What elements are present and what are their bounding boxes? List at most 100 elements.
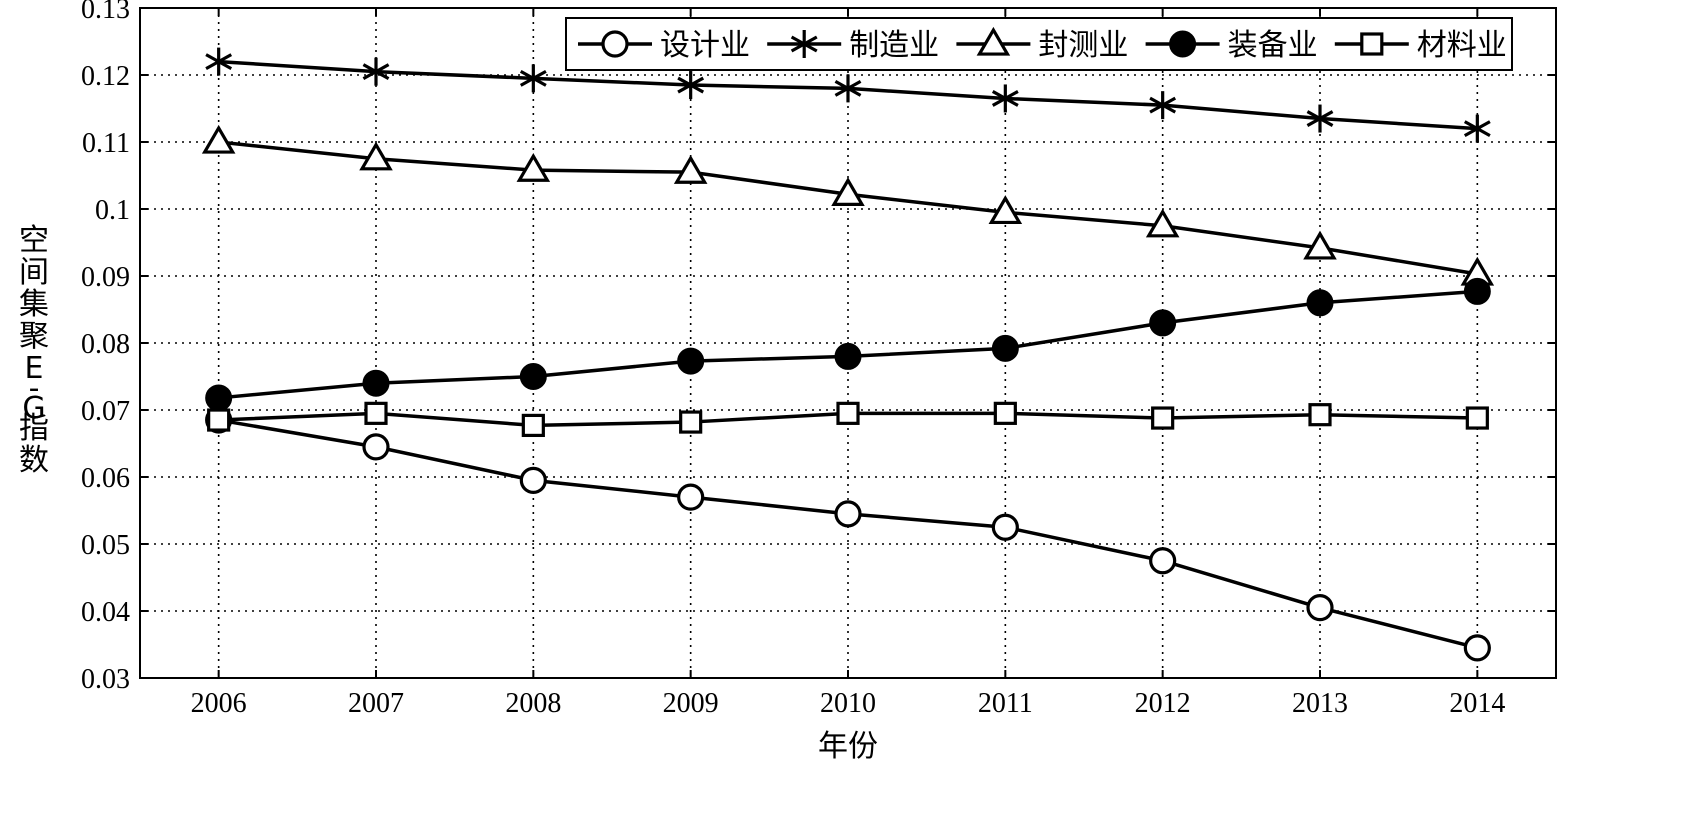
y-tick-label: 0.09: [81, 262, 130, 293]
marker-triangle: [201, 124, 236, 154]
x-tick-label: 2007: [348, 688, 404, 719]
data-point: [988, 195, 1023, 225]
marker-dot: [362, 369, 390, 397]
legend-label: 设计业: [660, 28, 750, 63]
marker-square: [207, 408, 231, 432]
x-tick-label: 2014: [1449, 688, 1505, 719]
data-point: [601, 30, 629, 58]
y-axis-title-char: 空: [19, 223, 49, 258]
marker-square: [521, 413, 545, 438]
data-point: [519, 466, 547, 494]
marker-triangle: [359, 141, 393, 171]
marker-circle: [677, 483, 705, 511]
y-axis-title-char: 集: [19, 287, 49, 322]
legend-label: 材料业: [1417, 28, 1507, 63]
data-point: [1149, 547, 1177, 575]
y-tick-label: 0.12: [81, 61, 130, 92]
marker-circle: [1306, 594, 1334, 622]
legend-label: 装备业: [1228, 28, 1318, 63]
data-point: [1463, 634, 1491, 662]
legend-item: 设计业: [578, 28, 750, 63]
data-point: [1169, 30, 1197, 58]
x-tick-label: 2009: [663, 688, 719, 719]
data-point: [834, 500, 862, 528]
marker-dot: [519, 363, 547, 390]
marker-triangle: [976, 26, 1011, 56]
y-axis-title-char: E: [25, 351, 44, 386]
data-point: [976, 26, 1011, 56]
marker-dot: [1463, 277, 1491, 305]
data-point: [679, 410, 703, 434]
y-tick-label: 0.05: [81, 530, 130, 561]
data-point: [991, 513, 1019, 541]
legend-item: 制造业: [767, 28, 939, 63]
marker-circle: [601, 30, 629, 58]
marker-stroke: [790, 35, 818, 53]
marker-stroke: [1306, 110, 1334, 127]
data-point: [677, 71, 705, 100]
y-axis-title-char: 指: [19, 411, 49, 446]
axes-layer: 0.03 0.04 0.05 0.06 0.07 0.08 0.09 0.1 0.11 0.12 0…: [81, 0, 1557, 719]
series-1: [205, 406, 1491, 662]
series-2: [205, 47, 1491, 143]
marker-circle: [1149, 547, 1177, 575]
data-point: [362, 433, 390, 461]
marker-circle: [1463, 634, 1491, 662]
marker-square: [1360, 32, 1384, 56]
x-tick-label: 2006: [191, 688, 247, 719]
data-point: [205, 47, 233, 76]
y-axis-title-char: 间: [19, 255, 49, 290]
data-point: [1151, 406, 1175, 430]
y-tick-label: 0.04: [81, 597, 130, 628]
data-point: [362, 369, 390, 397]
marker-triangle: [516, 152, 551, 182]
marker-dot: [205, 384, 233, 412]
data-point: [364, 401, 388, 425]
marker-stroke: [1149, 96, 1177, 114]
marker-stroke: [205, 53, 233, 70]
marker-square: [679, 410, 703, 434]
data-point: [201, 124, 236, 154]
data-point: [362, 57, 390, 86]
marker-stroke: [519, 69, 547, 87]
data-point: [1306, 104, 1334, 133]
marker-dot: [677, 347, 705, 375]
data-point: [1303, 230, 1337, 260]
legend-item: 装备业: [1145, 28, 1318, 63]
data-point: [790, 30, 818, 58]
marker-circle: [834, 500, 862, 528]
y-tick-label: 0.1: [95, 195, 130, 226]
marker-square: [364, 401, 388, 425]
data-point: [1465, 406, 1489, 430]
legend-label: 制造业: [849, 28, 939, 63]
marker-triangle: [831, 177, 865, 206]
data-point: [1306, 289, 1334, 317]
legend: 设计业 制造业 封测业 装备业 材料业: [565, 17, 1513, 71]
y-tick-label: 0.06: [81, 463, 130, 494]
marker-stroke: [834, 80, 862, 97]
data-point: [1360, 32, 1384, 56]
x-tick-label: 2012: [1135, 688, 1191, 719]
legend-item: 材料业: [1334, 28, 1507, 63]
marker-stroke: [991, 90, 1019, 107]
data-point: [991, 84, 1019, 113]
marker-dot: [1169, 30, 1197, 58]
data-point: [1306, 594, 1334, 622]
series-4: [205, 277, 1491, 412]
marker-square: [1308, 403, 1332, 427]
data-point: [519, 64, 547, 93]
y-tick-label: 0.07: [81, 396, 130, 427]
data-point: [359, 141, 393, 171]
y-tick-label: 0.13: [81, 0, 130, 25]
data-point: [207, 408, 231, 432]
x-tick-label: 2013: [1292, 688, 1348, 719]
marker-stroke: [1463, 120, 1491, 137]
legend-item: 封测业: [956, 26, 1128, 63]
data-point: [516, 152, 551, 182]
marker-dot: [991, 334, 1019, 362]
marker-square: [993, 401, 1017, 425]
y-tick-label: 0.03: [81, 664, 130, 695]
x-tick-label: 2010: [820, 688, 876, 719]
marker-circle: [991, 513, 1019, 541]
